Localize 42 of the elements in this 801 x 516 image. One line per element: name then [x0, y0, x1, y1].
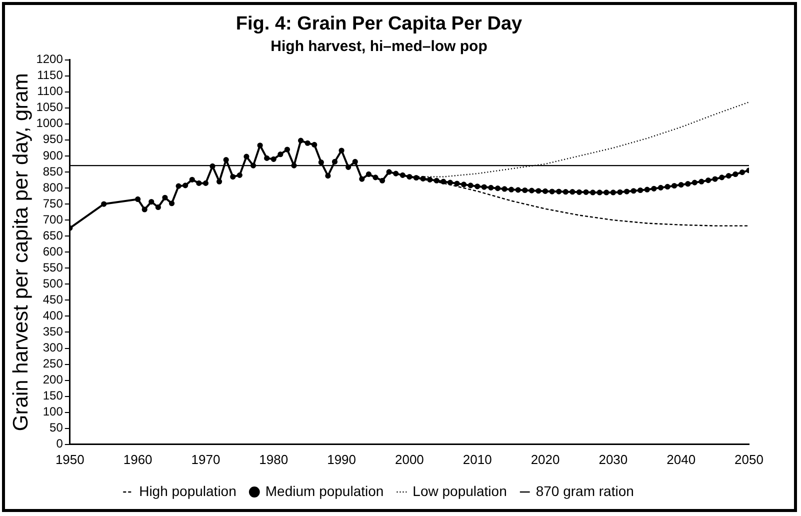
y-tick-label: 50	[50, 420, 64, 435]
x-tick-label: 2020	[530, 452, 560, 467]
y-tick-label: 650	[42, 228, 64, 242]
y-tick-label: 500	[42, 276, 64, 290]
y-tick-label: 600	[42, 244, 64, 258]
y-tick-label: 200	[42, 372, 64, 387]
x-tick-label: 2030	[598, 452, 628, 467]
y-tick-label: 100	[42, 404, 64, 419]
y-tick-label: 300	[42, 340, 64, 355]
legend-label: Low population	[412, 482, 507, 499]
y-tick-label: 750	[42, 196, 64, 210]
y-tick-label: 550	[42, 260, 64, 274]
y-tick-label: 800	[42, 180, 64, 194]
y-tick-label: 700	[42, 212, 64, 226]
y-tick-label: 0	[56, 436, 64, 451]
y-tick-label: 350	[42, 324, 64, 339]
x-tick-label: 2050	[734, 452, 764, 467]
legend-label: 870 gram ration	[536, 482, 634, 499]
legend-label: Medium population	[265, 482, 384, 499]
legend-label: High population	[139, 482, 236, 499]
x-tick-label: 2010	[462, 452, 492, 467]
y-tick-label: 400	[42, 308, 64, 323]
x-tick-label: 1950	[55, 452, 84, 467]
y-tick-label: 450	[42, 292, 64, 306]
y-tick-label: 250	[42, 356, 64, 371]
y-tick-label: 1100	[37, 84, 64, 98]
y-tick-label: 950	[42, 132, 64, 146]
x-tick-label: 2000	[394, 452, 424, 467]
x-tick-label: 1970	[191, 452, 220, 467]
y-tick-label: 150	[42, 388, 64, 403]
y-tick-label: 1000	[36, 116, 64, 130]
x-tick-label: 1990	[327, 452, 356, 467]
x-tick-label: 2040	[666, 452, 696, 467]
y-tick-label: 900	[42, 148, 64, 162]
x-tick-label: 1960	[123, 452, 152, 467]
y-tick-label: 1050	[36, 100, 64, 114]
y-tick-label: 1200	[36, 52, 64, 66]
y-tick-label: 1150	[37, 68, 64, 82]
chart-title: Fig. 4: Grain Per Capita Per Day	[236, 14, 523, 35]
y-axis-title: Grain harvest per capita per day, gram	[9, 73, 32, 432]
y-tick-label: 850	[42, 164, 64, 178]
x-tick-label: 1980	[259, 452, 288, 467]
